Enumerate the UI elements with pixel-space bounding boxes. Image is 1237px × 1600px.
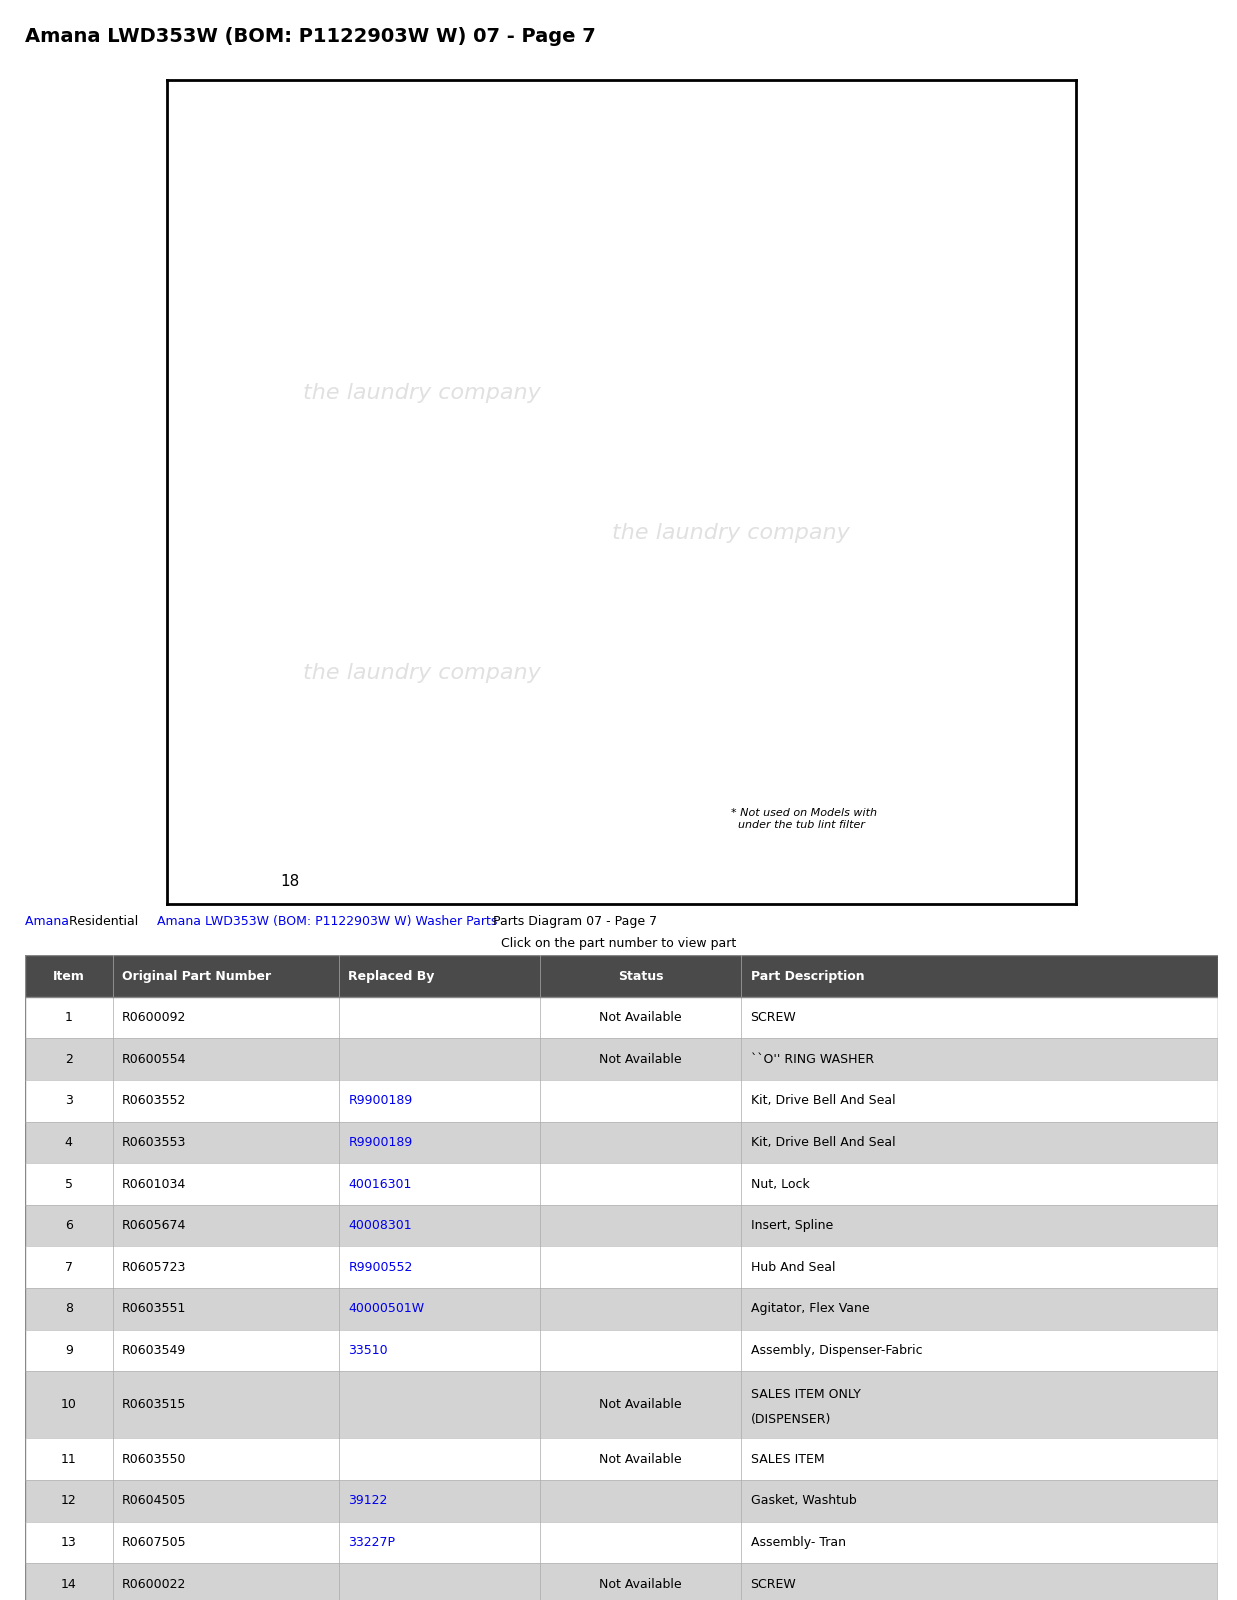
Text: Status: Status — [617, 970, 663, 982]
Bar — [25, 1371, 1218, 1438]
Bar — [25, 1522, 1218, 1563]
Text: R0600092: R0600092 — [122, 1011, 187, 1024]
Text: Hub And Seal: Hub And Seal — [751, 1261, 835, 1274]
Text: Original Part Number: Original Part Number — [122, 970, 271, 982]
Text: Item: Item — [53, 970, 84, 982]
Text: Nut, Lock: Nut, Lock — [751, 1178, 809, 1190]
Text: Not Available: Not Available — [599, 1453, 682, 1466]
Text: 33510: 33510 — [349, 1344, 388, 1357]
Text: SALES ITEM: SALES ITEM — [751, 1453, 824, 1466]
Text: Residential: Residential — [69, 915, 142, 928]
Text: Not Available: Not Available — [599, 1053, 682, 1066]
Text: 1: 1 — [64, 1011, 73, 1024]
Text: R9900552: R9900552 — [349, 1261, 413, 1274]
Text: Not Available: Not Available — [599, 1011, 682, 1024]
Text: Not Available: Not Available — [599, 1578, 682, 1590]
Text: 11: 11 — [61, 1453, 77, 1466]
Text: 5: 5 — [64, 1178, 73, 1190]
Text: Not Available: Not Available — [599, 1398, 682, 1411]
Text: the laundry company: the laundry company — [303, 664, 541, 683]
Bar — [25, 997, 1218, 1038]
Text: Click on the part number to view part: Click on the part number to view part — [501, 938, 736, 950]
Text: SALES ITEM ONLY: SALES ITEM ONLY — [751, 1389, 861, 1402]
Text: 13: 13 — [61, 1536, 77, 1549]
Text: 7: 7 — [64, 1261, 73, 1274]
Bar — [25, 1038, 1218, 1080]
Bar — [25, 1205, 1218, 1246]
Text: R0601034: R0601034 — [122, 1178, 187, 1190]
Bar — [25, 1330, 1218, 1371]
Text: R0605674: R0605674 — [122, 1219, 187, 1232]
Text: 3: 3 — [64, 1094, 73, 1107]
Text: Assembly- Tran: Assembly- Tran — [751, 1536, 846, 1549]
Bar — [25, 1246, 1218, 1288]
Text: R0600554: R0600554 — [122, 1053, 187, 1066]
Text: R0603550: R0603550 — [122, 1453, 187, 1466]
Bar — [25, 1438, 1218, 1480]
Text: 4: 4 — [64, 1136, 73, 1149]
Text: Kit, Drive Bell And Seal: Kit, Drive Bell And Seal — [751, 1136, 896, 1149]
Bar — [25, 1122, 1218, 1163]
Text: 18: 18 — [280, 874, 299, 890]
Bar — [25, 1480, 1218, 1522]
Text: R0604505: R0604505 — [122, 1494, 187, 1507]
Text: Agitator, Flex Vane: Agitator, Flex Vane — [751, 1302, 870, 1315]
Text: the laundry company: the laundry company — [303, 382, 541, 403]
Text: R0605723: R0605723 — [122, 1261, 187, 1274]
Text: 2: 2 — [64, 1053, 73, 1066]
Text: R0600022: R0600022 — [122, 1578, 187, 1590]
Text: 10: 10 — [61, 1398, 77, 1411]
Bar — [25, 955, 1218, 997]
Bar — [25, 1563, 1218, 1600]
Text: Amana LWD353W (BOM: P1122903W W) 07 - Page 7: Amana LWD353W (BOM: P1122903W W) 07 - Pa… — [25, 27, 595, 46]
Text: Replaced By: Replaced By — [349, 970, 434, 982]
Text: R0603549: R0603549 — [122, 1344, 187, 1357]
Text: R9900189: R9900189 — [349, 1136, 413, 1149]
Text: (DISPENSER): (DISPENSER) — [751, 1413, 831, 1426]
Text: 40008301: 40008301 — [349, 1219, 412, 1232]
Text: Assembly, Dispenser-Fabric: Assembly, Dispenser-Fabric — [751, 1344, 922, 1357]
Text: Gasket, Washtub: Gasket, Washtub — [751, 1494, 856, 1507]
Text: Part Description: Part Description — [751, 970, 865, 982]
Text: Insert, Spline: Insert, Spline — [751, 1219, 833, 1232]
Text: 40016301: 40016301 — [349, 1178, 412, 1190]
Text: R0603553: R0603553 — [122, 1136, 187, 1149]
Text: SCREW: SCREW — [751, 1011, 797, 1024]
Text: Kit, Drive Bell And Seal: Kit, Drive Bell And Seal — [751, 1094, 896, 1107]
Text: 9: 9 — [64, 1344, 73, 1357]
Text: R9900189: R9900189 — [349, 1094, 413, 1107]
Text: ``O'' RING WASHER: ``O'' RING WASHER — [751, 1053, 873, 1066]
Text: the laundry company: the laundry company — [612, 523, 850, 544]
Text: 39122: 39122 — [349, 1494, 387, 1507]
Text: R0603551: R0603551 — [122, 1302, 187, 1315]
Text: R0607505: R0607505 — [122, 1536, 187, 1549]
Text: R0603552: R0603552 — [122, 1094, 187, 1107]
Bar — [25, 1288, 1218, 1330]
Text: * Not used on Models with
  under the tub lint filter: * Not used on Models with under the tub … — [731, 808, 877, 830]
Text: SCREW: SCREW — [751, 1578, 797, 1590]
Bar — [25, 1163, 1218, 1205]
Text: 12: 12 — [61, 1494, 77, 1507]
Text: Amana LWD353W (BOM: P1122903W W) Washer Parts: Amana LWD353W (BOM: P1122903W W) Washer … — [157, 915, 497, 928]
Text: 40000501W: 40000501W — [349, 1302, 424, 1315]
Text: Parts Diagram 07 - Page 7: Parts Diagram 07 - Page 7 — [489, 915, 657, 928]
Text: 8: 8 — [64, 1302, 73, 1315]
Text: 33227P: 33227P — [349, 1536, 396, 1549]
Text: 6: 6 — [64, 1219, 73, 1232]
Text: 14: 14 — [61, 1578, 77, 1590]
Bar — [25, 1080, 1218, 1122]
Text: R0603515: R0603515 — [122, 1398, 187, 1411]
Text: Amana: Amana — [25, 915, 73, 928]
